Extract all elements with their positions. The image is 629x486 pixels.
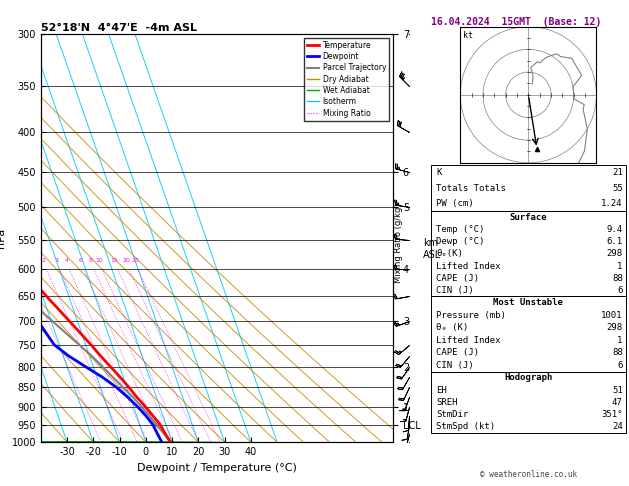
Text: © weatheronline.co.uk: © weatheronline.co.uk <box>480 469 577 479</box>
Text: Lifted Index: Lifted Index <box>436 336 501 345</box>
Text: 55: 55 <box>612 184 623 193</box>
Text: 1: 1 <box>617 336 623 345</box>
Text: CAPE (J): CAPE (J) <box>436 348 479 358</box>
Text: StmDir: StmDir <box>436 410 468 419</box>
Text: 20: 20 <box>122 259 130 263</box>
Text: Temp (°C): Temp (°C) <box>436 225 484 234</box>
Text: 6: 6 <box>617 361 623 370</box>
Text: Mixing Ratio (g/kg): Mixing Ratio (g/kg) <box>394 203 403 283</box>
Text: 4: 4 <box>65 259 69 263</box>
Text: 6: 6 <box>617 286 623 295</box>
Text: 88: 88 <box>612 348 623 358</box>
Text: Surface: Surface <box>509 213 547 222</box>
Text: θₑ(K): θₑ(K) <box>436 249 463 259</box>
Text: 16.04.2024  15GMT  (Base: 12): 16.04.2024 15GMT (Base: 12) <box>431 17 601 27</box>
Legend: Temperature, Dewpoint, Parcel Trajectory, Dry Adiabat, Wet Adiabat, Isotherm, Mi: Temperature, Dewpoint, Parcel Trajectory… <box>304 38 389 121</box>
Text: Pressure (mb): Pressure (mb) <box>436 311 506 320</box>
Text: 1001: 1001 <box>601 311 623 320</box>
Text: 25: 25 <box>131 259 139 263</box>
Text: Most Unstable: Most Unstable <box>493 298 564 307</box>
Text: EH: EH <box>436 385 447 395</box>
Text: StmSpd (kt): StmSpd (kt) <box>436 422 495 431</box>
Text: θₑ (K): θₑ (K) <box>436 323 468 332</box>
Text: 6: 6 <box>79 259 82 263</box>
Text: CIN (J): CIN (J) <box>436 361 474 370</box>
Text: Totals Totals: Totals Totals <box>436 184 506 193</box>
Text: CAPE (J): CAPE (J) <box>436 274 479 283</box>
Text: 9.4: 9.4 <box>606 225 623 234</box>
Text: CIN (J): CIN (J) <box>436 286 474 295</box>
Text: 8: 8 <box>89 259 93 263</box>
Text: kt: kt <box>463 31 473 40</box>
Text: 351°: 351° <box>601 410 623 419</box>
Text: 10: 10 <box>96 259 103 263</box>
Text: 24: 24 <box>612 422 623 431</box>
Text: 52°18'N  4°47'E  -4m ASL: 52°18'N 4°47'E -4m ASL <box>41 23 197 33</box>
Text: 15: 15 <box>111 259 119 263</box>
Text: SREH: SREH <box>436 398 457 407</box>
Text: Lifted Index: Lifted Index <box>436 261 501 271</box>
Text: 21: 21 <box>612 169 623 177</box>
X-axis label: Dewpoint / Temperature (°C): Dewpoint / Temperature (°C) <box>137 463 297 473</box>
Text: Hodograph: Hodograph <box>504 373 552 382</box>
Text: PW (cm): PW (cm) <box>436 199 474 208</box>
Text: 3: 3 <box>55 259 59 263</box>
Text: 88: 88 <box>612 274 623 283</box>
Text: 47: 47 <box>612 398 623 407</box>
Y-axis label: hPa: hPa <box>0 228 6 248</box>
Text: 1.24: 1.24 <box>601 199 623 208</box>
Text: 2: 2 <box>42 259 46 263</box>
Text: 51: 51 <box>612 385 623 395</box>
Text: 6.1: 6.1 <box>606 237 623 246</box>
Text: Dewp (°C): Dewp (°C) <box>436 237 484 246</box>
Text: 298: 298 <box>606 249 623 259</box>
Text: K: K <box>436 169 442 177</box>
Text: 1: 1 <box>617 261 623 271</box>
Y-axis label: km
ASL: km ASL <box>423 238 442 260</box>
Text: 298: 298 <box>606 323 623 332</box>
